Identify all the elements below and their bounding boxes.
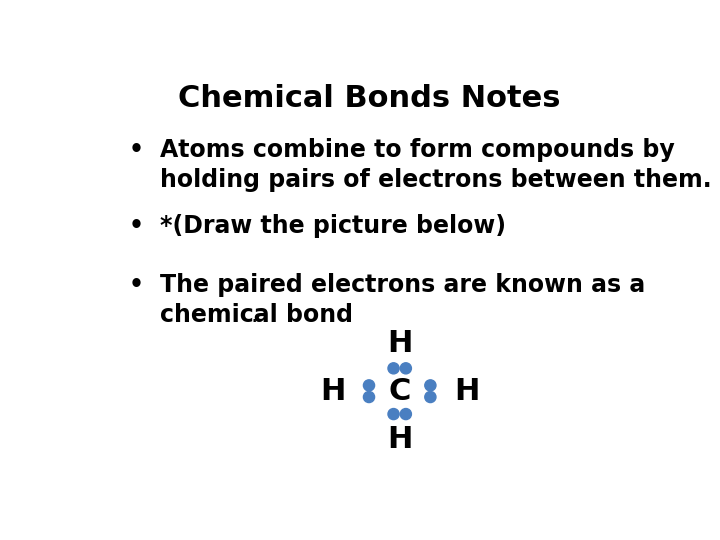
Text: H: H	[320, 377, 346, 406]
Ellipse shape	[364, 380, 374, 391]
Text: •: •	[129, 273, 144, 296]
Text: •: •	[129, 138, 144, 161]
Ellipse shape	[400, 363, 411, 374]
Ellipse shape	[388, 409, 399, 420]
Text: C: C	[389, 377, 411, 406]
Text: Atoms combine to form compounds by: Atoms combine to form compounds by	[160, 138, 675, 161]
Text: Chemical Bonds Notes: Chemical Bonds Notes	[178, 84, 560, 112]
Text: *(Draw the picture below): *(Draw the picture below)	[160, 214, 505, 239]
Text: The paired electrons are known as a: The paired electrons are known as a	[160, 273, 645, 296]
Ellipse shape	[425, 392, 436, 402]
Text: •: •	[129, 214, 144, 239]
Ellipse shape	[400, 409, 411, 420]
Text: H: H	[387, 329, 413, 358]
Ellipse shape	[388, 363, 399, 374]
Ellipse shape	[425, 380, 436, 391]
Text: holding pairs of electrons between them.: holding pairs of electrons between them.	[160, 167, 711, 192]
Text: H: H	[387, 424, 413, 454]
Text: chemical bond: chemical bond	[160, 302, 353, 327]
Text: H: H	[454, 377, 480, 406]
Text: .: .	[251, 302, 258, 327]
Ellipse shape	[364, 392, 374, 402]
